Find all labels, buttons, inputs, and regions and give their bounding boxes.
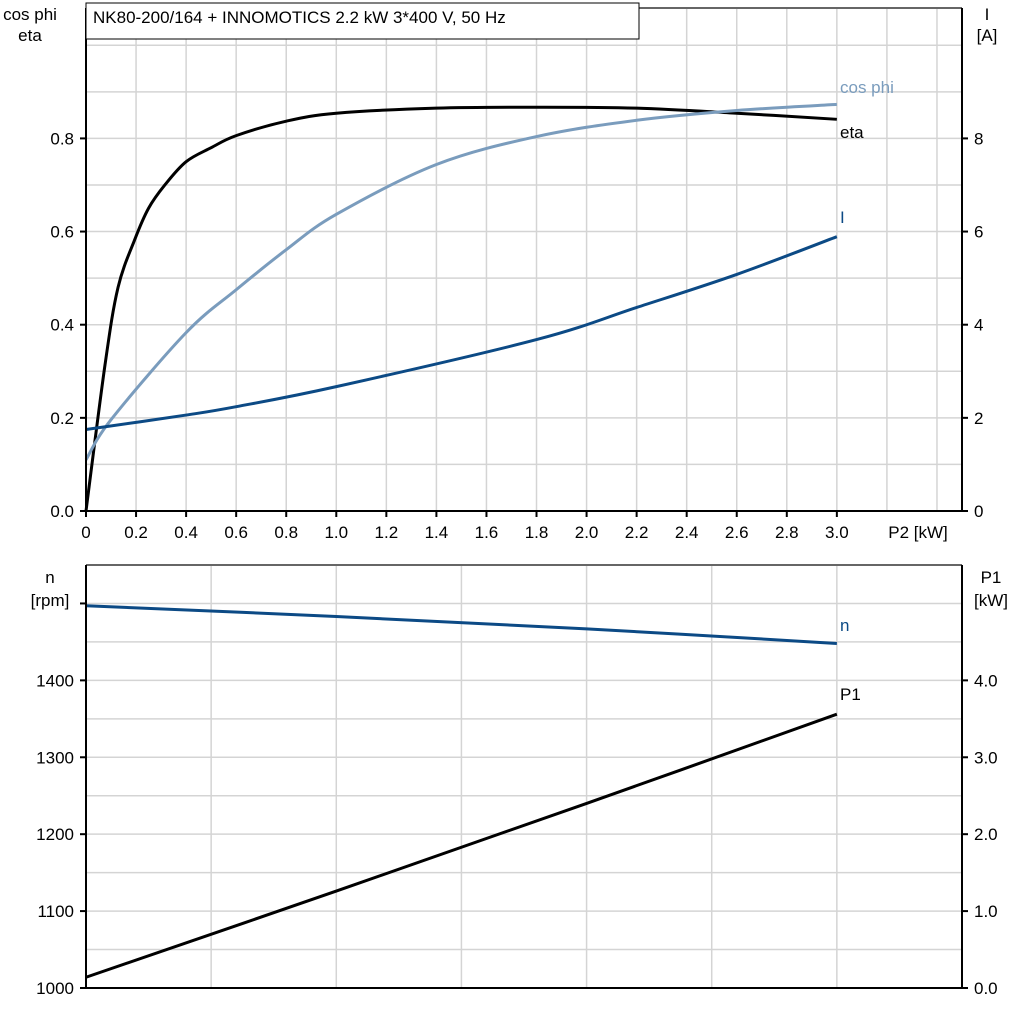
y-tick-label-right: 4.0 bbox=[974, 671, 998, 690]
series-I bbox=[85, 235, 838, 431]
chart-title: NK80-200/164 + INNOMOTICS 2.2 kW 3*400 V… bbox=[93, 8, 506, 27]
x-tick-label: 0.8 bbox=[274, 523, 298, 542]
series-P1 bbox=[85, 712, 838, 979]
y-tick-label-right: 2.0 bbox=[974, 825, 998, 844]
y-tick-label-left: 0.8 bbox=[50, 129, 74, 148]
x-tick-label: 3.0 bbox=[825, 523, 849, 542]
y-tick-label-left: 0.6 bbox=[50, 223, 74, 242]
ylabel-cosphi: cos phi bbox=[3, 5, 57, 24]
ylabel-n: n bbox=[45, 568, 54, 587]
series-eta bbox=[84, 105, 837, 512]
series-label-n: n bbox=[840, 616, 849, 635]
y-tick-label-right: 3.0 bbox=[974, 748, 998, 767]
ylabel-eta: eta bbox=[18, 26, 42, 45]
x-tick-label: 2.0 bbox=[575, 523, 599, 542]
ylabel-I-unit: [A] bbox=[977, 26, 998, 45]
series-label-P1: P1 bbox=[840, 685, 861, 704]
y-tick-label-left: 0.0 bbox=[50, 502, 74, 521]
x-tick-label: 1.6 bbox=[475, 523, 499, 542]
tick-labels: 0.0 0.2 0.4 0.6 0.8 0 2 4 6 8 0 0.2 0.4 0.6 0.8 1.0 1.2 1… bbox=[36, 129, 997, 998]
x-tick-label: 0 bbox=[81, 523, 90, 542]
y-tick-label-left: 1400 bbox=[36, 671, 74, 690]
series-lines bbox=[84, 102, 838, 979]
y-tick-label-right: 8 bbox=[974, 129, 983, 148]
xlabel: P2 [kW] bbox=[888, 523, 948, 542]
x-tick-label: 2.6 bbox=[725, 523, 749, 542]
axes bbox=[80, 7, 968, 989]
y-tick-label-right: 0 bbox=[974, 502, 983, 521]
ylabel-P1: P1 bbox=[981, 568, 1002, 587]
ylabel-P1-unit: [kW] bbox=[974, 591, 1008, 610]
series-label-I: I bbox=[840, 208, 845, 227]
y-tick-label-right: 1.0 bbox=[974, 902, 998, 921]
y-tick-label-right: 0.0 bbox=[974, 979, 998, 998]
ylabel-n-unit: [rpm] bbox=[31, 591, 70, 610]
y-tick-label-right: 6 bbox=[974, 223, 983, 242]
y-tick-label-left: 0.2 bbox=[50, 409, 74, 428]
y-tick-label-left: 1300 bbox=[36, 748, 74, 767]
y-tick-label-left: 1100 bbox=[37, 902, 74, 921]
x-tick-label: 1.0 bbox=[324, 523, 348, 542]
title-box bbox=[85, 2, 640, 40]
x-tick-label: 0.2 bbox=[124, 523, 148, 542]
y-tick-label-right: 2 bbox=[974, 409, 983, 428]
x-tick-label: 1.8 bbox=[525, 523, 549, 542]
x-tick-label: 0.6 bbox=[224, 523, 248, 542]
x-tick-label: 0.4 bbox=[174, 523, 198, 542]
ylabel-I: I bbox=[985, 5, 990, 24]
x-tick-label: 1.2 bbox=[375, 523, 399, 542]
x-tick-label: 2.8 bbox=[775, 523, 799, 542]
y-tick-label-right: 4 bbox=[974, 316, 983, 335]
y-tick-label-left: 1000 bbox=[36, 979, 74, 998]
top-grid bbox=[86, 8, 962, 511]
y-tick-label-left: 1200 bbox=[36, 825, 74, 844]
x-tick-label: 2.4 bbox=[675, 523, 699, 542]
series-cos-phi bbox=[84, 102, 837, 461]
series-n bbox=[85, 604, 837, 645]
series-label-cosphi: cos phi bbox=[840, 78, 894, 97]
x-tick-label: 2.2 bbox=[625, 523, 649, 542]
bottom-grid bbox=[86, 565, 962, 988]
x-tick-label: 1.4 bbox=[425, 523, 449, 542]
series-label-eta: eta bbox=[840, 123, 864, 142]
y-tick-label-left: 0.4 bbox=[50, 316, 74, 335]
